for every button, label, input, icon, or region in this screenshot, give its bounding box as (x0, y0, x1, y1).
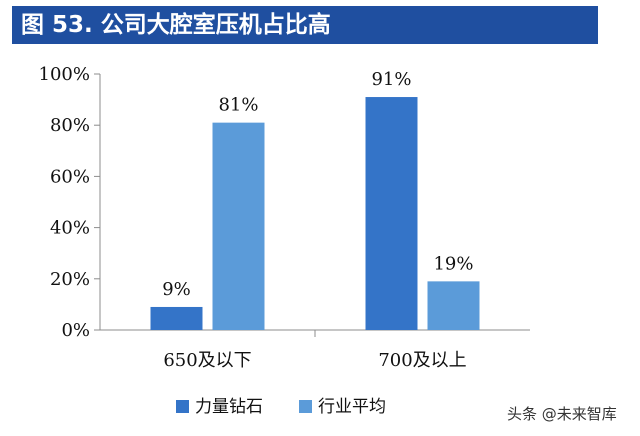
legend-label: 力量钻石 (195, 397, 263, 417)
data-label: 9% (162, 279, 191, 300)
y-tick-label: 20% (50, 269, 90, 290)
bar (365, 97, 418, 330)
legend-swatch (176, 400, 189, 413)
x-category-label: 650及以下 (163, 350, 251, 371)
y-tick-label: 80% (50, 115, 90, 136)
data-label: 91% (371, 69, 411, 90)
watermark: 头条 @未来智库 (507, 405, 617, 423)
data-label: 19% (433, 253, 473, 274)
y-tick-label: 40% (50, 218, 90, 239)
y-tick-label: 0% (61, 320, 90, 341)
x-category-label: 700及以上 (378, 350, 466, 371)
y-tick-label: 100% (39, 64, 90, 85)
bar (150, 306, 203, 330)
legend-label: 行业平均 (318, 397, 386, 417)
y-tick-label: 60% (50, 166, 90, 187)
data-label: 81% (218, 95, 258, 116)
legend-swatch (299, 400, 312, 413)
bar (212, 122, 265, 330)
bar (427, 281, 480, 330)
page-title: 图 53. 公司大腔室压机占比高 (12, 6, 598, 44)
